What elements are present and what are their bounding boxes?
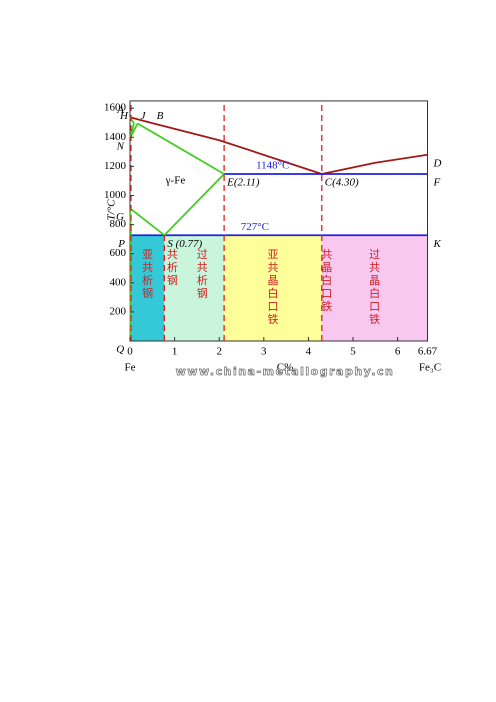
point-label: D <box>433 157 442 169</box>
watermark: www.china-metallography.cn <box>176 365 395 378</box>
x-tick-label: 5 <box>350 346 356 358</box>
point-label: P <box>117 238 125 250</box>
y-tick-label: 800 <box>110 218 127 230</box>
region-label: 亚共析钢 <box>142 249 153 300</box>
region-label: 共析钢 <box>167 248 178 287</box>
phase-line <box>163 173 225 236</box>
region <box>224 235 322 341</box>
x-left-label: Fe <box>125 362 136 374</box>
x-tick-label: 4 <box>306 346 312 358</box>
point-label: S (0.77) <box>167 238 202 250</box>
x-axis-label: C% <box>277 362 294 374</box>
x-tick-label: 1 <box>172 346 178 358</box>
y-tick-label: 1400 <box>104 131 127 143</box>
region-label: 过共析钢 <box>197 248 208 300</box>
point-label: N <box>116 141 125 153</box>
region <box>321 235 428 341</box>
point-label: A <box>116 104 124 116</box>
point-label: K <box>433 238 442 250</box>
y-tick-label: 1600 <box>104 102 127 114</box>
point-label: E(2.11) <box>226 176 260 188</box>
region-label: 共晶白口铁 <box>321 248 332 313</box>
y-tick-label: 1200 <box>104 160 127 172</box>
x-tick-label: 3 <box>261 346 267 358</box>
x-tick-label: 6 <box>395 346 401 358</box>
y-tick-label: 1000 <box>104 189 127 201</box>
phase-label: γ-Fe <box>165 174 186 186</box>
region-label: 亚共晶白口铁 <box>267 249 278 326</box>
phase-line <box>137 122 225 175</box>
point-label: H <box>119 110 129 122</box>
x-tick-label: 0 <box>127 346 133 358</box>
y-tick-label: 200 <box>110 305 127 317</box>
point-label: Q <box>116 344 124 356</box>
phase-line <box>321 153 428 175</box>
x-tick-label: 6.67 <box>418 346 438 358</box>
point-label: G <box>116 211 124 223</box>
temperature-label: 727°C <box>241 221 269 233</box>
y-tick-label: 600 <box>110 247 127 259</box>
y-axis-label: T/°C <box>106 199 118 221</box>
region <box>164 235 225 341</box>
phase-line <box>129 116 323 175</box>
point-label: B <box>157 110 164 122</box>
point-label: C(4.30) <box>325 176 359 188</box>
x-right-label: Fe₃C <box>419 362 441 374</box>
temperature-label: 1148°C <box>256 159 289 171</box>
region-label: 过共晶白口铁 <box>369 248 380 326</box>
region <box>130 235 165 341</box>
point-label: F <box>433 176 441 188</box>
x-tick-label: 2 <box>216 346 222 358</box>
point-label: J <box>141 110 147 122</box>
phase-line <box>129 207 165 236</box>
y-tick-label: 400 <box>110 276 127 288</box>
